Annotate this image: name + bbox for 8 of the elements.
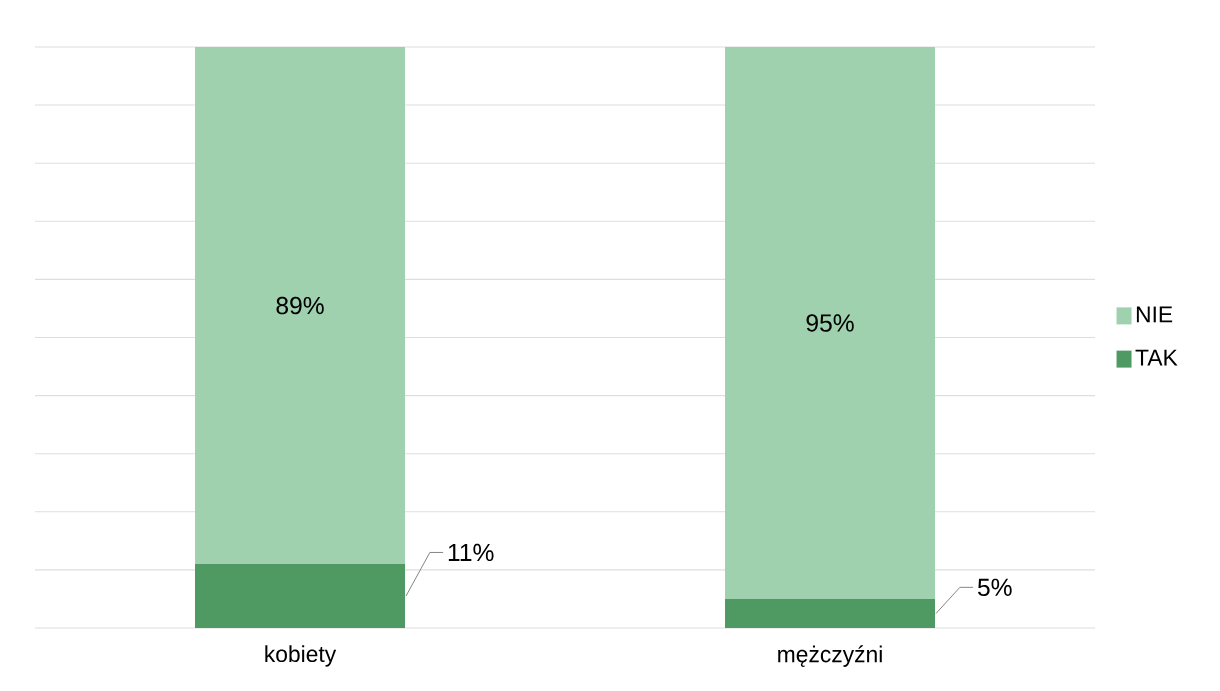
data-label: 89%	[276, 296, 324, 315]
data-label: 95%	[806, 314, 854, 332]
data-label: 11%	[448, 543, 494, 562]
x-tick-label: kobiety	[265, 645, 337, 667]
x-tick-label: mężczyźni	[778, 645, 882, 667]
legend-label: NIE	[1136, 306, 1173, 323]
legend-label: TAK	[1135, 349, 1178, 366]
data-label: 5%	[977, 578, 1012, 596]
